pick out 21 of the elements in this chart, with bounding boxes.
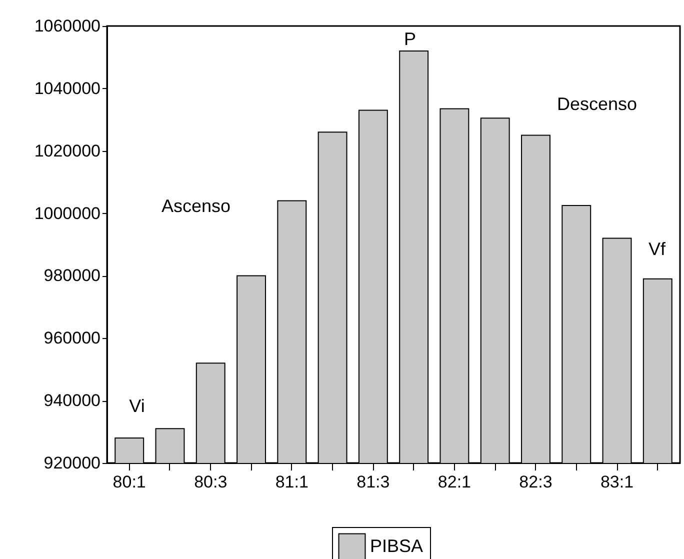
- x-tick-label: 82:3: [519, 472, 552, 492]
- x-tick-label: 82:1: [438, 472, 472, 492]
- y-tick-label: 1040000: [34, 78, 100, 98]
- x-tick-label: 83:1: [600, 472, 634, 492]
- x-tick-label: 81:3: [356, 472, 390, 492]
- annotation: P: [404, 29, 416, 49]
- y-tick-label: 940000: [44, 391, 100, 410]
- x-tick-label: 80:1: [112, 472, 146, 492]
- y-tick-label: 1000000: [34, 204, 100, 223]
- legend-label: PIBSA: [370, 536, 424, 556]
- annotation: Descenso: [556, 94, 638, 114]
- y-tick-label: 1060000: [34, 16, 100, 36]
- y-tick-label: 980000: [44, 266, 100, 286]
- x-tick-label: 81:1: [275, 472, 308, 492]
- annotation: Vf: [648, 239, 666, 259]
- x-tick-label: 80:3: [194, 472, 228, 492]
- y-tick-label: 920000: [44, 454, 100, 472]
- y-tick-label: 1020000: [34, 141, 100, 160]
- y-tick-label: 960000: [44, 328, 100, 348]
- annotation: Ascenso: [161, 196, 231, 216]
- annotation: Vi: [129, 396, 145, 416]
